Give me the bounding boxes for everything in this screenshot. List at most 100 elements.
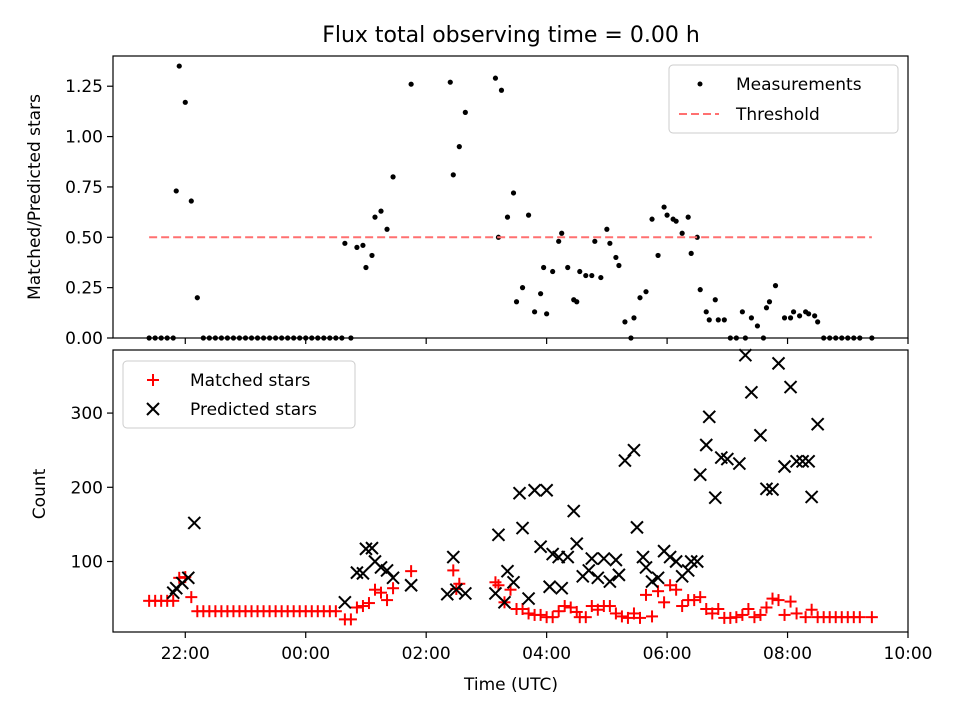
predicted-stars-point: [732, 456, 747, 471]
measurement-point: [363, 264, 369, 271]
matched-stars-point: [799, 611, 812, 624]
matched-stars-point: [534, 608, 547, 621]
measurement-point: [712, 297, 718, 303]
measurement-point: [694, 234, 700, 240]
predicted-stars-point: [639, 560, 653, 575]
top-x-ticks: [184, 338, 909, 344]
matched-stars-point: [853, 611, 866, 624]
predicted-stars-point: [612, 568, 626, 582]
predicted-stars-point: [527, 483, 542, 497]
measurement-point: [188, 198, 194, 204]
bottom-data-layer: [143, 348, 878, 626]
measurement-point: [790, 309, 797, 315]
matched-stars-point: [760, 601, 773, 614]
bottom-y-axis-label: Count: [30, 468, 50, 519]
measurement-point: [787, 315, 794, 321]
bottom-y-tick-label: 100: [71, 553, 103, 573]
bottom-x-ticks: 22:00 00:00 02:00 04:00 06:00 08:00 10:00: [161, 632, 933, 664]
bottom-y-tick-label: 200: [71, 478, 103, 498]
matched-stars-point: [585, 600, 598, 613]
predicted-stars-point: [458, 586, 473, 601]
measurement-point: [739, 309, 745, 315]
predicted-stars-point: [591, 571, 605, 585]
predicted-stars-point: [491, 528, 506, 542]
matched-stars-point: [185, 591, 198, 604]
measurement-point: [616, 262, 622, 269]
x-tick-label: 22:00: [161, 644, 210, 664]
x-axis-label: Time (UTC): [463, 675, 558, 695]
predicted-stars-point: [699, 438, 713, 452]
matched-stars-point: [350, 601, 363, 614]
predicted-stars-point: [515, 521, 530, 535]
predicted-stars-point: [690, 554, 704, 569]
measurement-point: [815, 319, 821, 325]
matched-stars-point: [772, 594, 785, 607]
matched-stars-point: [552, 605, 565, 618]
predicted-stars-point: [609, 553, 623, 567]
predicted-stars-point: [440, 587, 454, 601]
measurement-point: [342, 240, 348, 246]
predicted-stars-point: [521, 591, 536, 606]
matched-stars-point: [712, 602, 725, 615]
measurement-point: [450, 172, 456, 178]
measurement-point: [721, 317, 727, 323]
measurement-point: [781, 315, 788, 321]
measurement-point: [559, 230, 565, 236]
measurement-point: [688, 250, 694, 256]
top-y-tick-label: 1.25: [65, 77, 103, 97]
measurement-point: [589, 272, 595, 279]
predicted-stars-point: [603, 574, 617, 589]
measurement-point: [176, 63, 182, 69]
measurement-point: [748, 315, 755, 321]
predicted-stars-point: [801, 454, 816, 469]
measurement-point: [679, 230, 685, 236]
predicted-stars-point: [771, 356, 786, 371]
predicted-stars-point: [567, 504, 581, 518]
measurement-point: [447, 79, 453, 85]
bottom-legend-box: [122, 360, 356, 429]
legend-marker-predicted-stars: [146, 402, 160, 416]
measurement-point: [360, 242, 366, 248]
matched-stars-point: [742, 602, 755, 615]
matched-stars-point: [658, 596, 671, 609]
measurement-point: [715, 317, 721, 323]
measurement-point: [538, 291, 544, 297]
measurement-point: [354, 244, 360, 250]
bottom-y-tick-label: 300: [71, 404, 103, 424]
measurement-point: [525, 212, 532, 218]
predicted-stars-point: [449, 582, 464, 597]
predicted-stars-point: [702, 410, 716, 424]
measurement-point: [492, 75, 499, 81]
legend-label-threshold: Threshold: [735, 105, 820, 125]
measurement-point: [703, 309, 709, 315]
matched-stars-point: [368, 583, 381, 596]
matched-stars-point: [664, 579, 677, 592]
predicted-stars-point: [554, 581, 569, 595]
predicted-stars-point: [539, 483, 554, 497]
measurement-point: [372, 214, 378, 220]
measurement-point: [384, 226, 390, 232]
matched-stars-point: [730, 611, 743, 624]
matched-stars-point: [700, 602, 713, 615]
measurement-point: [673, 218, 679, 224]
predicted-stars-point: [404, 578, 418, 592]
matched-stars-point: [621, 611, 634, 624]
predicted-stars-point: [645, 574, 659, 589]
predicted-stars-point: [597, 551, 611, 566]
matched-stars-point: [706, 607, 719, 620]
measurement-point: [574, 299, 580, 305]
predicted-stars-point: [187, 516, 202, 530]
top-legend-box: [668, 64, 899, 134]
top-y-tick-label: 1.00: [65, 128, 103, 148]
measurement-point: [622, 319, 628, 325]
measurement-point: [637, 295, 643, 301]
matched-stars-point: [381, 594, 394, 607]
x-tick-label: 02:00: [402, 644, 451, 664]
predicted-stars-point: [585, 551, 599, 566]
predicted-stars-point: [669, 554, 683, 569]
matched-stars-point: [676, 600, 689, 613]
measurement-point: [766, 299, 773, 305]
measurement-point: [498, 87, 505, 93]
matched-stars-point: [688, 594, 701, 607]
measurement-point: [456, 144, 462, 150]
